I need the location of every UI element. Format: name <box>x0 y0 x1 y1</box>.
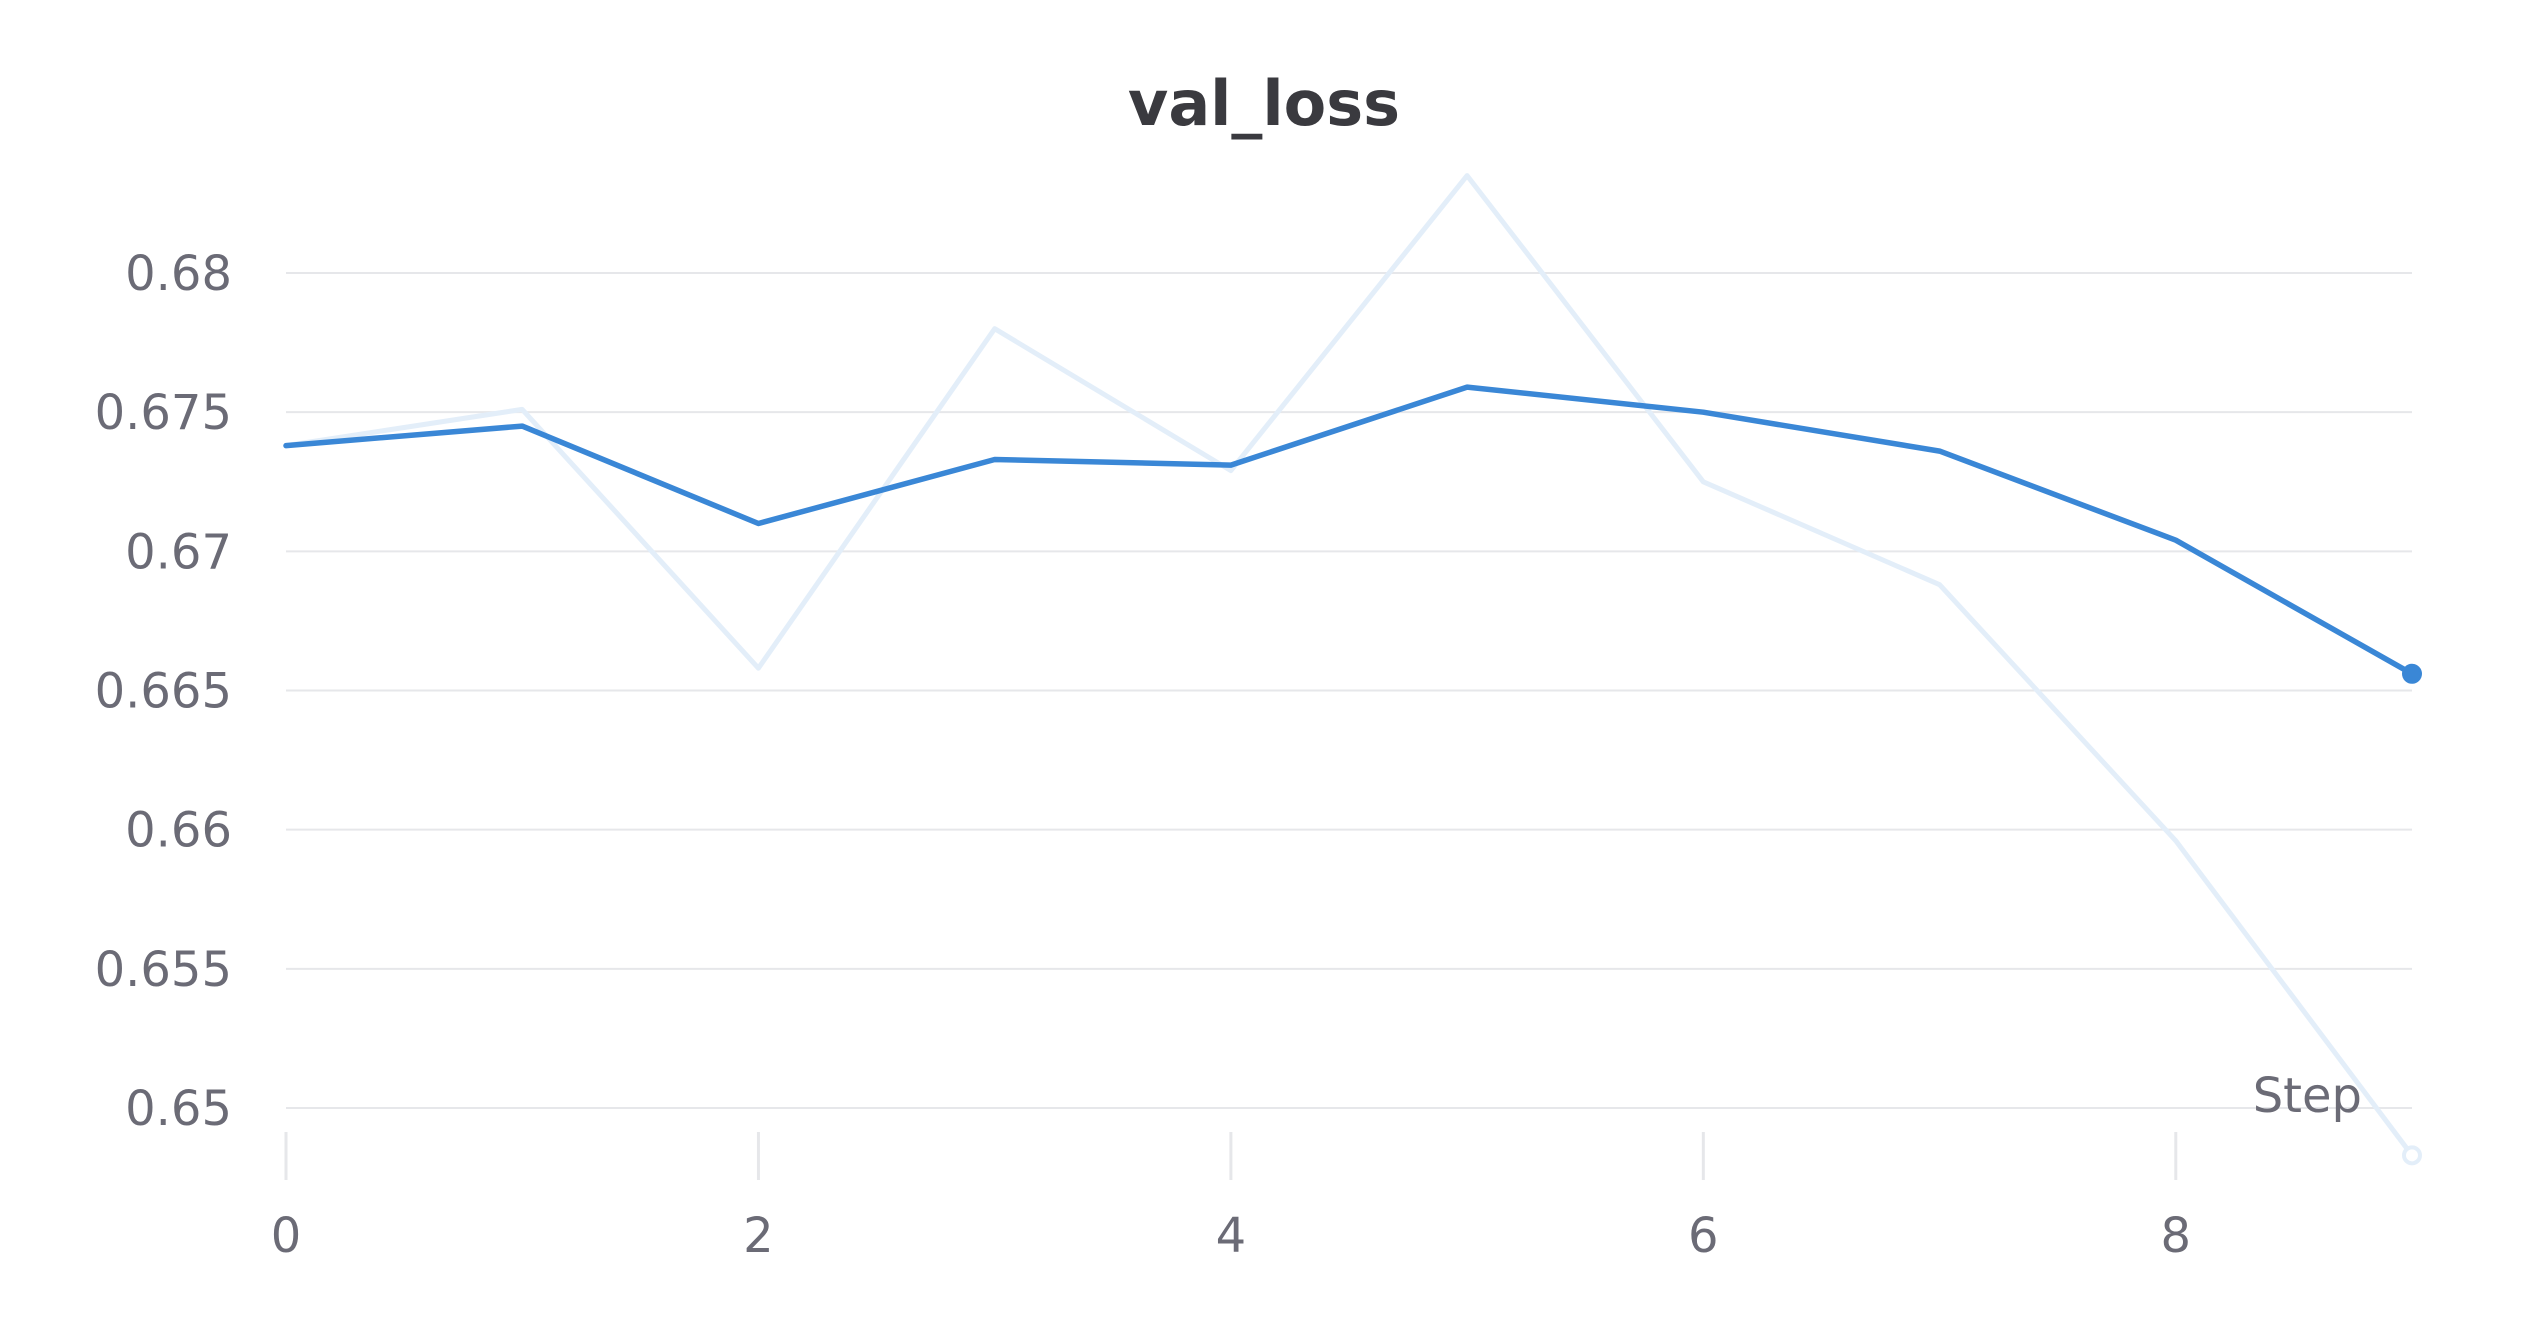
y-tick-label: 0.67 <box>125 524 232 580</box>
y-tick-label: 0.66 <box>125 803 232 859</box>
x-axis-ticks: 0 2 4 6 8 <box>271 1132 2191 1264</box>
smoothed-series-end-point <box>2402 663 2422 684</box>
x-tick-label: 8 <box>2161 1208 2192 1264</box>
y-tick-label: 0.655 <box>95 942 232 998</box>
smoothed-series-line <box>283 384 2415 677</box>
x-tick-label: 2 <box>743 1208 774 1264</box>
y-axis-ticks: 0.65 0.655 0.66 0.665 0.67 0.675 0.68 <box>95 246 232 1137</box>
chart-title: val_loss <box>1128 67 1400 140</box>
grid-lines <box>286 272 2412 1109</box>
raw-series-line <box>283 173 2415 1158</box>
x-tick-label: 4 <box>1216 1208 1247 1264</box>
y-tick-label: 0.68 <box>125 246 232 302</box>
y-tick-label: 0.65 <box>125 1081 232 1137</box>
y-tick-label: 0.665 <box>95 664 232 720</box>
y-tick-label: 0.675 <box>95 385 232 441</box>
raw-series-end-point <box>2402 1145 2422 1166</box>
x-tick-label: 0 <box>271 1208 302 1264</box>
series-lines <box>283 173 2422 1166</box>
x-tick-label: 6 <box>1688 1208 1719 1264</box>
x-axis-label: Step <box>2253 1068 2362 1124</box>
